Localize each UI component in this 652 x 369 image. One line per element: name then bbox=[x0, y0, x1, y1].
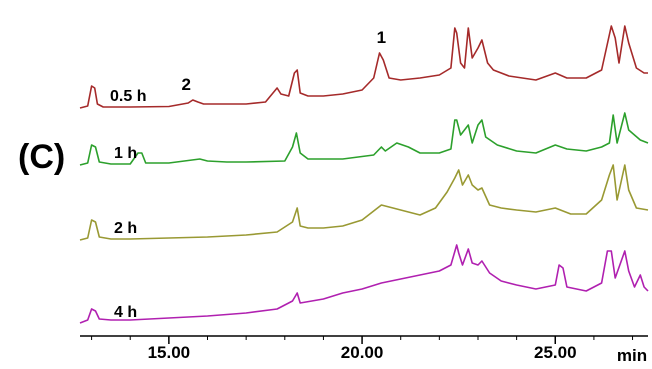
x-tick-label: 25.00 bbox=[534, 343, 577, 362]
x-axis: 15.00 20.00 25.00 min bbox=[80, 335, 648, 365]
x-tick-label: 20.00 bbox=[341, 343, 384, 362]
x-tick-label: 15.00 bbox=[148, 343, 191, 362]
trace-label: 0.5 h bbox=[110, 88, 146, 105]
peak-annotation: 2 bbox=[181, 75, 190, 94]
trace-label: 1 h bbox=[114, 145, 137, 162]
trace-label: 2 h bbox=[114, 220, 137, 237]
trace-0-5-h bbox=[79, 25, 648, 109]
trace-label: 4 h bbox=[114, 304, 137, 321]
peak-annotation: 1 bbox=[377, 28, 386, 47]
traces-group bbox=[79, 25, 649, 324]
trace-2-h bbox=[79, 164, 649, 241]
panel-label: (C) bbox=[18, 138, 66, 176]
trace-1-h bbox=[79, 112, 649, 166]
x-axis-unit: min bbox=[617, 346, 647, 364]
labels-group: 0.5 h 1 h 2 h 4 h 1 2 bbox=[110, 28, 386, 321]
trace-4-h bbox=[79, 244, 649, 324]
